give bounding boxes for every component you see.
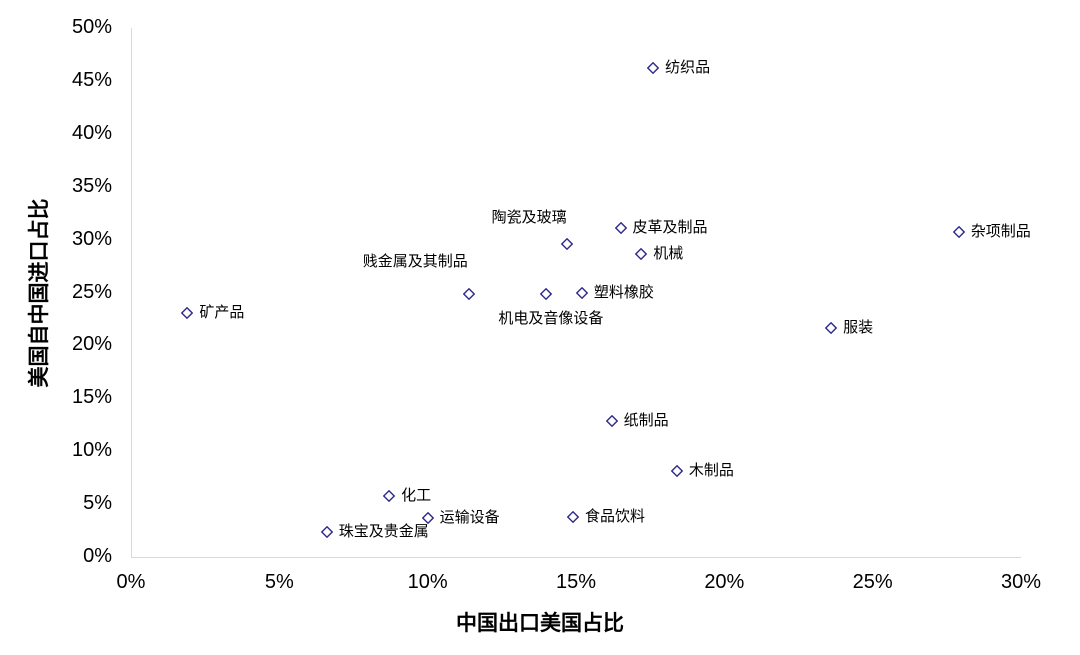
diamond-marker-icon (561, 237, 574, 250)
diamond-marker-icon (575, 286, 588, 299)
point-label: 机械 (653, 244, 684, 263)
diamond-marker-icon (320, 525, 333, 538)
diamond-marker-icon (540, 287, 553, 300)
y-tick-label: 45% (71, 68, 112, 91)
y-tick-label: 15% (71, 386, 112, 409)
diamond-marker-icon (383, 489, 396, 502)
point-label: 食品饮料 (585, 506, 646, 525)
point-label: 贱金属及其制品 (362, 251, 468, 270)
point-label: 化工 (401, 485, 432, 504)
x-tick-label: 25% (852, 571, 893, 593)
y-tick-label: 20% (71, 333, 112, 356)
point-label: 杂项制品 (970, 222, 1031, 241)
diamond-marker-icon (647, 62, 660, 75)
y-axis-title: 美国自中国进口占比 (27, 198, 51, 388)
point-label: 陶瓷及玻璃 (491, 207, 567, 226)
y-axis-line (131, 28, 132, 558)
diamond-marker-icon (952, 226, 965, 239)
y-tick-label: 10% (71, 439, 112, 462)
x-axis-line (131, 557, 1021, 558)
y-tick-label: 25% (71, 280, 112, 303)
diamond-marker-icon (614, 221, 627, 234)
x-axis-title: 中国出口美国占比 (456, 611, 624, 635)
point-label: 服装 (843, 318, 874, 337)
point-label: 运输设备 (439, 507, 500, 526)
y-tick-label: 5% (83, 492, 112, 515)
point-label: 机电及音像设备 (498, 308, 604, 327)
diamond-marker-icon (605, 414, 618, 427)
x-tick-label: 20% (704, 571, 745, 593)
x-tick-label: 30% (1000, 571, 1042, 593)
y-tick-label: 50% (71, 16, 112, 38)
diamond-marker-icon (181, 306, 194, 319)
point-label: 珠宝及贵金属 (338, 521, 429, 540)
point-label: 纺织品 (665, 58, 711, 77)
diamond-marker-icon (825, 322, 838, 335)
x-tick-label: 10% (407, 571, 448, 593)
point-label: 木制品 (688, 461, 734, 480)
point-label: 纸制品 (623, 410, 669, 429)
diamond-marker-icon (670, 465, 683, 478)
diamond-marker-icon (635, 248, 648, 261)
y-tick-label: 30% (71, 227, 112, 250)
y-tick-label: 35% (71, 174, 112, 197)
x-tick-label: 15% (555, 571, 597, 593)
point-label: 皮革及制品 (632, 217, 708, 236)
point-label: 矿产品 (199, 302, 245, 321)
diamond-marker-icon (567, 510, 580, 523)
diamond-marker-icon (463, 287, 476, 300)
diamond-marker-icon (421, 511, 434, 524)
x-tick-label: 5% (264, 571, 294, 593)
point-label: 塑料橡胶 (593, 282, 654, 301)
y-tick-label: 0% (83, 545, 112, 567)
y-tick-label: 40% (71, 121, 112, 144)
x-tick-label: 0% (116, 571, 146, 593)
